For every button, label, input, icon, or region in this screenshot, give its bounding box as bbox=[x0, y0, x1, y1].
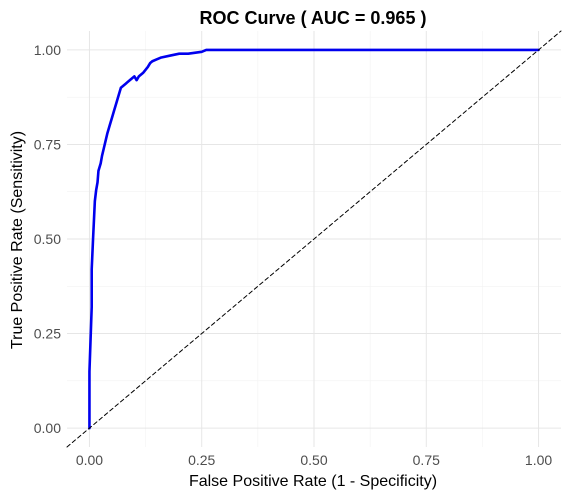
x-tick-label: 0.25 bbox=[188, 452, 215, 468]
x-tick-label: 0.75 bbox=[413, 452, 440, 468]
x-tick-label: 0.50 bbox=[300, 452, 327, 468]
x-tick-label: 1.00 bbox=[525, 452, 552, 468]
y-tick-label: 0.25 bbox=[34, 326, 61, 342]
reference-diagonal-line bbox=[66, 30, 562, 448]
y-tick-label: 0.50 bbox=[34, 231, 61, 247]
chart-title: ROC Curve ( AUC = 0.965 ) bbox=[200, 8, 427, 28]
roc-curve-line bbox=[88, 48, 540, 430]
y-axis-label: True Positive Rate (Sensitivity) bbox=[9, 131, 26, 349]
y-tick-label: 0.75 bbox=[34, 136, 61, 152]
x-axis-label: False Positive Rate (1 - Specificity) bbox=[189, 473, 437, 490]
y-tick-label: 0.00 bbox=[34, 420, 61, 436]
plot-area: 0.00 0.25 0.50 0.75 1.00 0.00 0.25 0.50 0.75 1.00 bbox=[34, 30, 562, 468]
x-tick-label: 0.00 bbox=[76, 452, 103, 468]
y-tick-label: 1.00 bbox=[34, 42, 61, 58]
